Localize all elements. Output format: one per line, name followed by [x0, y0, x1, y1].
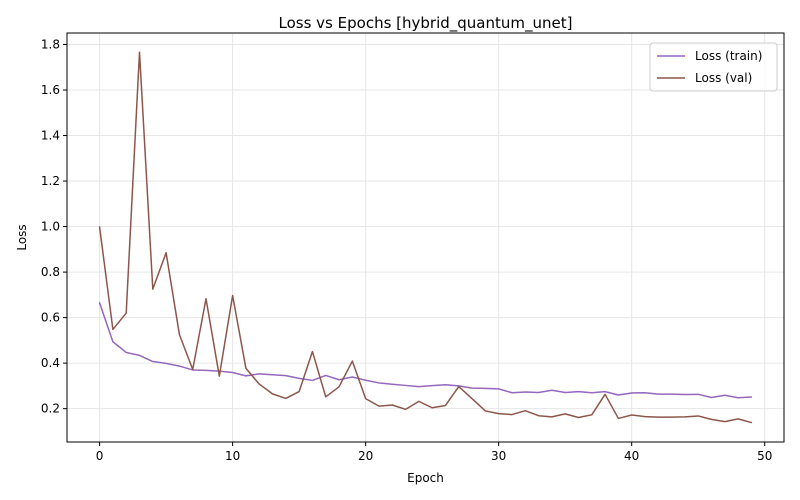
x-tick-label: 0 [96, 449, 104, 463]
x-tick-label: 10 [225, 449, 240, 463]
x-axis-ticks: 0 10 20 30 40 50 [96, 442, 772, 463]
x-axis-label: Epoch [407, 471, 444, 485]
y-tick-label: 0.4 [41, 356, 60, 370]
y-axis-ticks: 0.2 0.4 0.6 0.8 1.0 1.2 1.4 1.6 1.8 [41, 37, 67, 416]
x-tick-label: 40 [624, 449, 639, 463]
chart-title: Loss vs Epochs [hybrid_quantum_unet] [279, 14, 573, 33]
series-line-val [98, 51, 753, 424]
y-axis-label: Loss [15, 224, 29, 250]
y-tick-label: 1.0 [41, 220, 60, 234]
plot-frame [66, 32, 785, 443]
x-tick-label: 50 [757, 449, 772, 463]
legend: Loss (train) Loss (val) [649, 42, 778, 92]
legend-box [649, 42, 778, 92]
grid [67, 33, 784, 442]
y-tick-label: 1.4 [41, 129, 60, 143]
legend-label-train: Loss (train) [695, 49, 762, 63]
y-tick-label: 0.6 [41, 311, 60, 325]
series-lines [98, 51, 753, 424]
y-tick-label: 1.8 [41, 37, 60, 51]
y-tick-label: 0.8 [41, 265, 60, 279]
x-tick-label: 20 [358, 449, 373, 463]
y-tick-label: 1.2 [41, 174, 60, 188]
x-tick-label: 30 [491, 449, 506, 463]
legend-label-val: Loss (val) [695, 71, 752, 85]
series-line-train [98, 302, 753, 399]
y-tick-label: 1.6 [41, 83, 60, 97]
y-tick-label: 0.2 [41, 402, 60, 416]
